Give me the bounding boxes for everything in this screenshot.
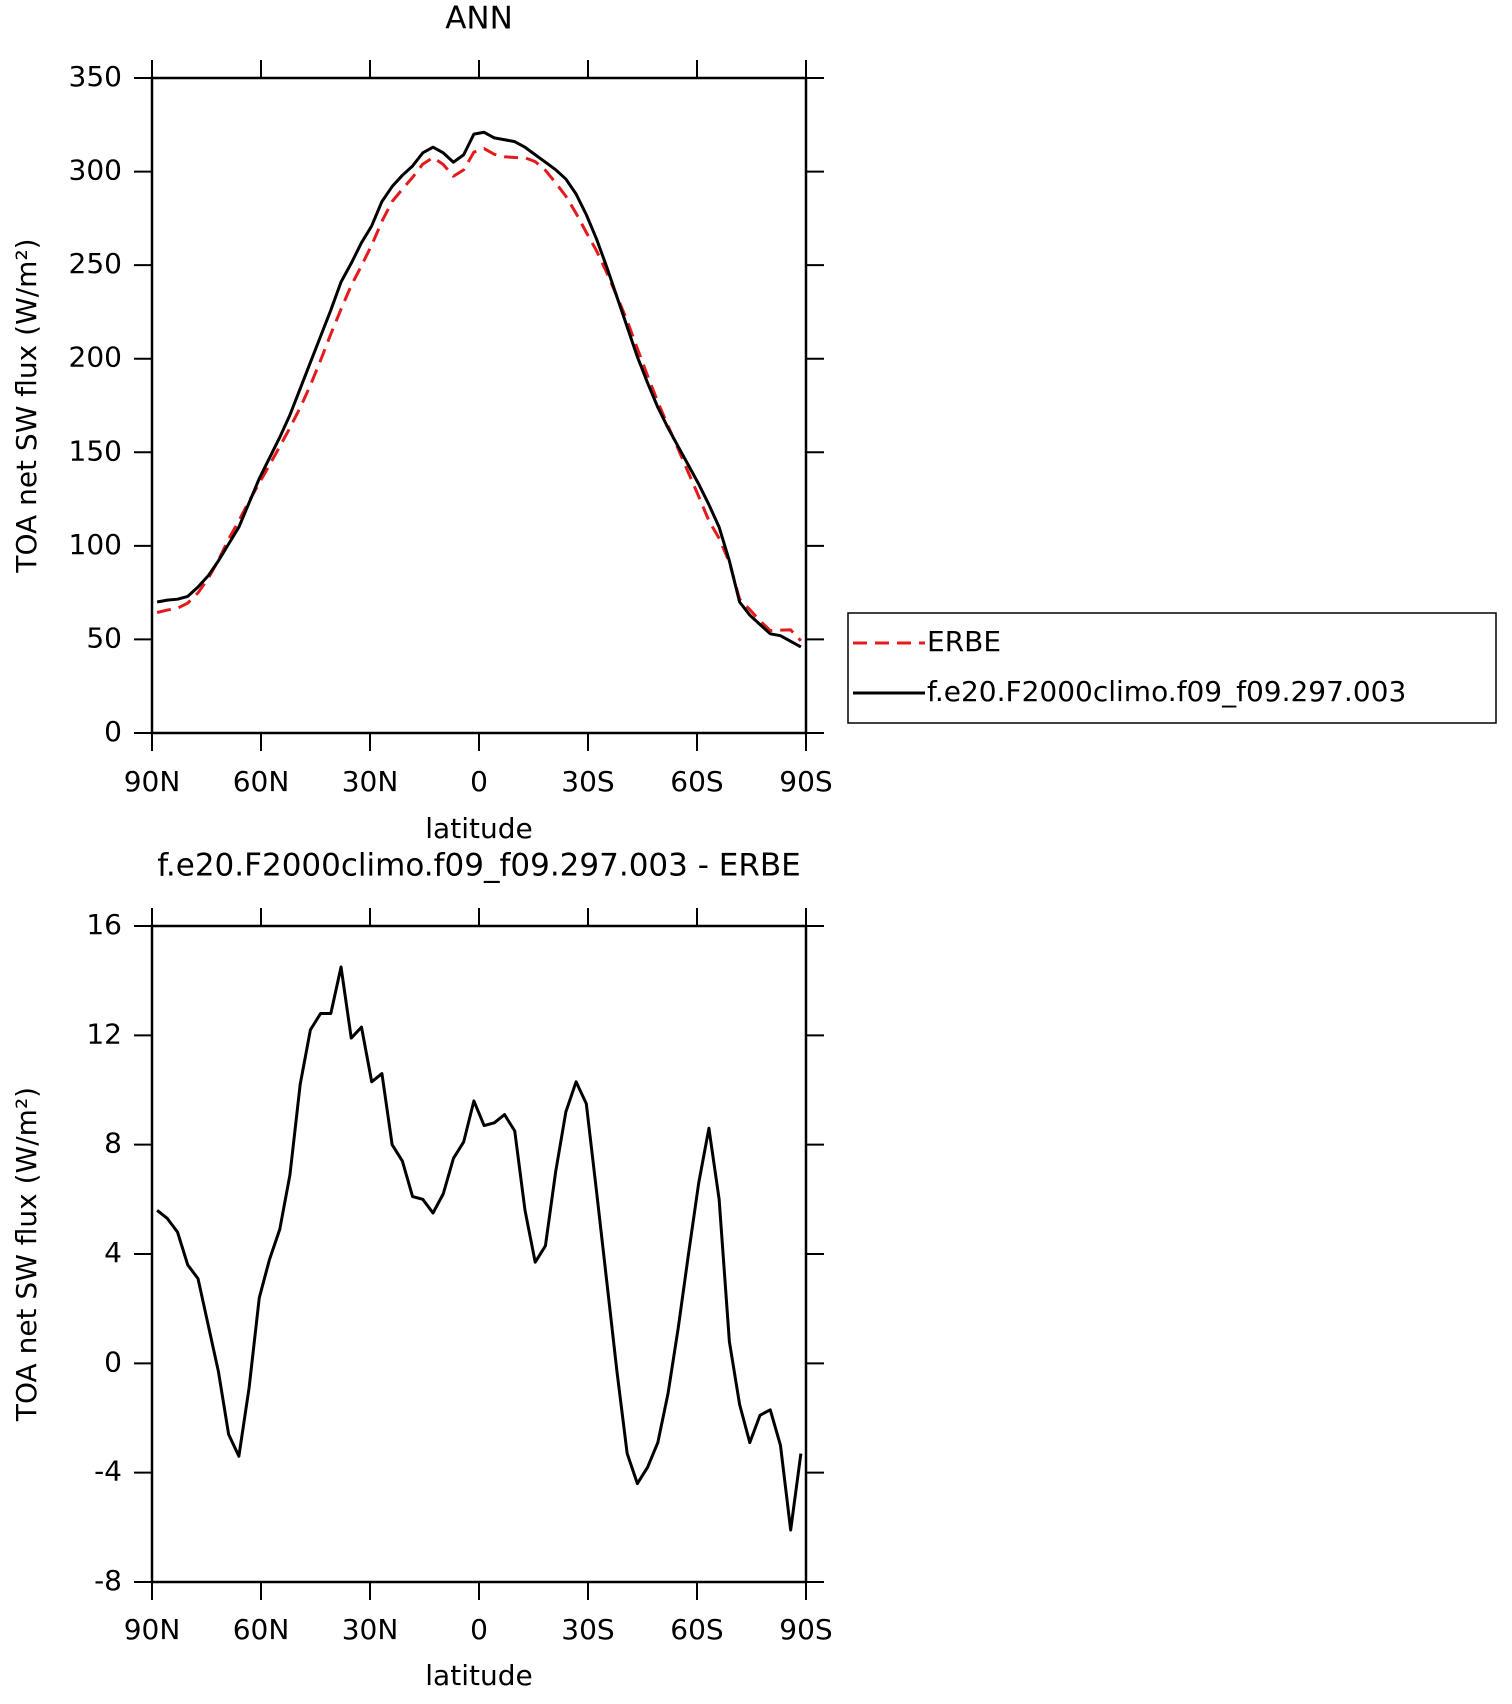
data-line	[156, 965, 803, 1532]
x-tick-label: 60S	[670, 765, 723, 798]
x-tick-label: 60N	[233, 765, 290, 798]
y-tick-label: 12	[86, 1017, 122, 1050]
legend-box	[847, 612, 1497, 724]
plot-frame	[150, 76, 808, 735]
y-tick-label: -4	[94, 1455, 122, 1488]
x-tick-label: 0	[470, 1613, 488, 1646]
y-tick-label: 300	[69, 154, 122, 187]
y-axis-label: TOA net SW flux (W/m²)	[10, 238, 43, 573]
legend-label: f.e20.F2000climo.f09_f09.297.003	[927, 675, 1406, 708]
y-tick-label: 8	[104, 1127, 122, 1160]
x-tick-label: 30N	[342, 1613, 399, 1646]
x-tick-label: 90S	[779, 765, 832, 798]
y-tick-label: 150	[69, 434, 122, 467]
y-tick-label: 16	[86, 908, 122, 941]
data-line	[156, 147, 802, 642]
chart-title: ANN	[445, 1, 513, 37]
x-tick-label: 90S	[779, 1613, 832, 1646]
x-axis-label: latitude	[425, 1659, 532, 1692]
chart-title: f.e20.F2000climo.f09_f09.297.003 - ERBE	[157, 848, 801, 884]
x-tick-label: 30S	[561, 765, 614, 798]
y-tick-label: 0	[104, 715, 122, 748]
y-axis-label: TOA net SW flux (W/m²)	[10, 1087, 43, 1422]
x-tick-label: 60S	[670, 1613, 723, 1646]
x-tick-label: 90N	[124, 1613, 181, 1646]
x-tick-label: 30S	[561, 1613, 614, 1646]
y-tick-label: -8	[94, 1564, 122, 1597]
y-tick-label: 4	[104, 1236, 122, 1269]
x-axis-label: latitude	[425, 812, 532, 845]
y-tick-label: 350	[69, 60, 122, 93]
x-tick-label: 60N	[233, 1613, 290, 1646]
x-tick-label: 30N	[342, 765, 399, 798]
y-tick-label: 100	[69, 528, 122, 561]
y-tick-label: 50	[86, 621, 122, 654]
y-tick-label: 200	[69, 341, 122, 374]
y-tick-label: 250	[69, 247, 122, 280]
y-tick-label: 0	[104, 1345, 122, 1378]
data-line	[156, 130, 802, 649]
x-tick-label: 0	[470, 765, 488, 798]
plot-frame	[150, 924, 808, 1584]
x-tick-label: 90N	[124, 765, 181, 798]
legend-label: ERBE	[927, 625, 1001, 658]
